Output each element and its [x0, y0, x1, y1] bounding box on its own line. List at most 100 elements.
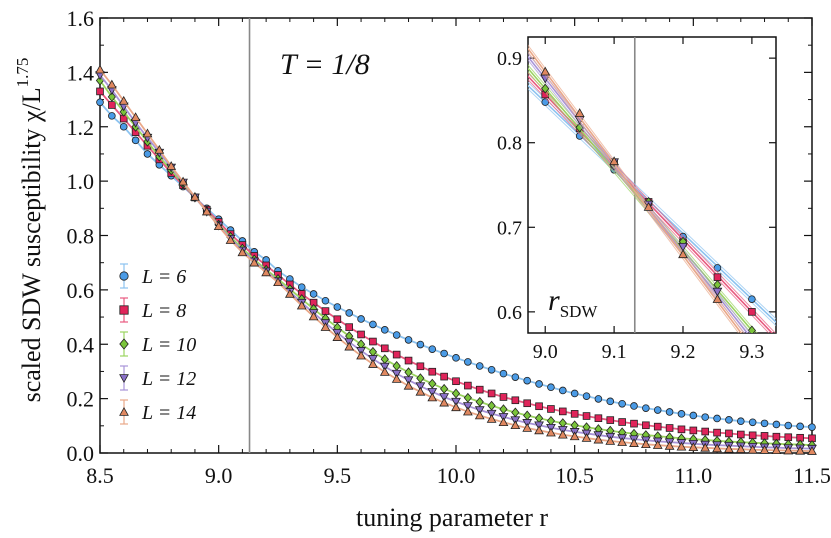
data-point — [676, 441, 687, 451]
inset-series-5 — [528, 44, 745, 333]
data-point — [689, 426, 698, 435]
legend-label: L = 14 — [141, 402, 196, 424]
data-point — [178, 176, 188, 186]
data-point — [440, 383, 449, 394]
inset-fit-line — [528, 51, 740, 333]
data-point — [118, 95, 129, 105]
data-point — [652, 440, 663, 449]
data-point — [321, 296, 330, 305]
legend-item: L = 8 — [119, 297, 186, 323]
data-point — [737, 430, 745, 439]
data-point — [345, 323, 353, 331]
data-point — [547, 383, 555, 392]
data-point — [463, 392, 472, 403]
data-point — [130, 112, 141, 121]
y-tick-label: 1.2 — [67, 115, 95, 140]
data-point — [439, 393, 450, 403]
data-point — [736, 417, 745, 425]
data-point — [677, 425, 686, 434]
inset-x-tick-label: 9.3 — [739, 341, 764, 363]
data-point — [213, 221, 224, 231]
data-point — [523, 410, 532, 421]
inset-x-tick-label: 9.2 — [671, 341, 696, 363]
x-tick-label: 10.5 — [555, 463, 594, 488]
data-point — [201, 206, 212, 216]
inset-critical-label: rSDW — [548, 284, 598, 321]
legend-label: L = 10 — [141, 334, 196, 356]
data-point — [107, 91, 116, 102]
inset-data-point — [712, 294, 723, 303]
data-point — [344, 341, 355, 351]
inset-series-group — [528, 44, 776, 333]
data-point — [594, 414, 603, 422]
x-tick-label: 11.0 — [674, 463, 712, 488]
data-point — [487, 366, 496, 374]
data-point — [487, 389, 496, 398]
data-point — [712, 443, 722, 453]
data-point — [618, 399, 626, 408]
data-point — [403, 380, 414, 390]
data-point — [557, 429, 568, 439]
inset-data-point — [678, 249, 688, 259]
legend-item: L = 14 — [119, 399, 196, 425]
legend: L = 6 L = 8 L = 10 L = 12 L = 14 — [119, 263, 196, 425]
data-point — [131, 136, 140, 145]
inset-data-point — [748, 308, 756, 316]
y-tick-label: 1.6 — [67, 6, 95, 31]
data-point — [357, 330, 365, 339]
x-tick-label: 10.0 — [437, 463, 476, 488]
data-point — [511, 373, 520, 381]
data-point — [665, 424, 674, 432]
data-point — [464, 381, 472, 390]
data-point — [534, 425, 544, 435]
data-point — [333, 303, 342, 311]
data-point — [748, 418, 757, 427]
data-point — [760, 419, 769, 428]
inset-data-point — [713, 273, 722, 281]
data-point — [582, 412, 591, 420]
data-point — [428, 345, 437, 353]
data-point — [713, 428, 721, 437]
data-point — [356, 350, 366, 360]
data-point — [380, 326, 389, 334]
data-point — [143, 150, 152, 158]
legend-marker — [119, 406, 129, 416]
data-point — [380, 354, 389, 365]
data-point — [345, 309, 354, 317]
data-point — [462, 402, 473, 411]
data-point — [297, 283, 306, 291]
data-point — [511, 407, 520, 418]
data-point — [605, 436, 616, 445]
data-point — [558, 386, 567, 395]
data-point — [522, 422, 533, 432]
y-tick-label: 0.0 — [67, 441, 95, 466]
data-point — [677, 410, 686, 418]
data-point — [748, 431, 757, 440]
data-point — [273, 277, 283, 287]
data-point — [462, 406, 473, 416]
data-point — [606, 397, 615, 406]
y-axis-title-main: scaled SDW susceptibility χ/L — [17, 87, 46, 402]
inset-data-point — [713, 264, 722, 272]
data-point — [558, 418, 567, 429]
data-point — [379, 366, 390, 376]
legend-label: L = 12 — [141, 368, 196, 390]
data-point — [725, 416, 733, 424]
data-point — [593, 434, 604, 444]
data-point — [154, 144, 165, 154]
legend-label: L = 6 — [141, 266, 186, 288]
data-point — [581, 433, 592, 442]
data-point — [403, 376, 414, 386]
data-point — [665, 408, 674, 416]
data-point — [404, 336, 413, 344]
data-point — [440, 349, 448, 358]
data-point — [249, 257, 260, 267]
data-point — [392, 361, 401, 371]
inset-frame — [527, 36, 777, 334]
data-point — [475, 385, 484, 394]
inset-fit-line — [528, 47, 743, 333]
x-axis-title: tuning parameter r — [356, 503, 548, 532]
data-point — [760, 432, 769, 440]
data-point — [747, 444, 758, 454]
data-point — [547, 405, 555, 413]
